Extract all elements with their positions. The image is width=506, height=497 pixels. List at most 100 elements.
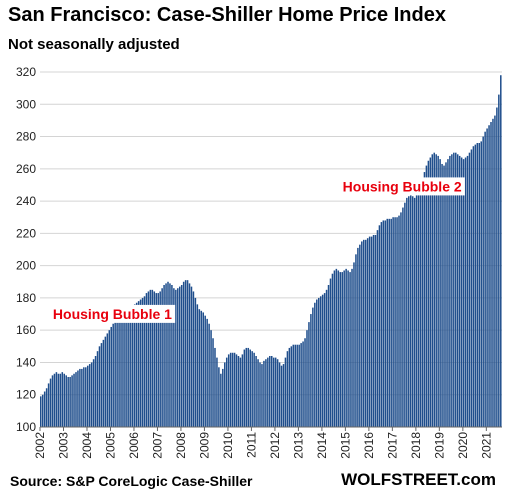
bar <box>261 364 263 427</box>
bar <box>439 159 441 427</box>
bar <box>490 122 492 428</box>
bar <box>98 346 101 427</box>
bar <box>308 322 310 427</box>
x-tick-label: 2015 <box>338 432 352 459</box>
bar <box>488 125 490 427</box>
bar <box>165 283 167 427</box>
bar <box>411 196 414 427</box>
x-tick-label: 2016 <box>362 432 376 459</box>
bar <box>284 357 287 427</box>
bar <box>224 362 226 427</box>
x-tick-label: 2013 <box>291 432 305 459</box>
bar <box>329 278 332 427</box>
y-tick-label: 300 <box>16 97 36 111</box>
bar <box>110 326 112 427</box>
bar <box>394 217 396 427</box>
x-tick-label: 2005 <box>103 432 117 459</box>
bar <box>372 234 375 427</box>
y-tick-label: 280 <box>16 130 36 144</box>
bar <box>288 347 291 427</box>
y-tick-label: 100 <box>16 420 36 434</box>
bar <box>421 178 424 427</box>
bar <box>341 272 343 427</box>
bar <box>347 270 349 427</box>
bar <box>427 160 430 427</box>
bar <box>460 157 463 427</box>
bar <box>106 333 109 427</box>
bar <box>306 330 308 427</box>
bar <box>302 341 304 427</box>
x-tick-label: 2017 <box>385 432 399 459</box>
bar <box>194 297 197 427</box>
annotation-label: Housing Bubble 1 <box>53 306 172 322</box>
bar <box>169 283 171 427</box>
bar <box>208 323 210 427</box>
bar <box>480 141 482 427</box>
price-index-bars <box>40 75 502 428</box>
bar <box>486 128 488 428</box>
bar <box>177 288 179 427</box>
bar <box>124 312 126 427</box>
bar <box>496 107 498 427</box>
bar <box>472 146 475 428</box>
x-tick-label: 2009 <box>197 432 211 459</box>
bar <box>409 194 412 427</box>
bar <box>267 357 269 427</box>
bar <box>192 291 195 427</box>
bar <box>368 236 371 427</box>
bar <box>147 291 150 427</box>
bar <box>366 238 369 427</box>
bar <box>128 309 130 427</box>
bar <box>218 367 220 427</box>
bar <box>429 157 432 427</box>
x-tick-label: 2002 <box>33 432 47 459</box>
bar <box>102 339 105 427</box>
bar <box>451 154 453 428</box>
bar <box>235 354 238 427</box>
bar <box>188 283 191 427</box>
bar <box>417 191 420 427</box>
bar <box>227 354 230 427</box>
y-tick-label: 220 <box>16 226 36 240</box>
bar <box>449 155 451 427</box>
bar <box>392 217 394 427</box>
y-axis-tick-labels: 100 120 140 160 180 200 220 240 260 280 300 320 <box>16 65 36 434</box>
bar <box>178 286 181 427</box>
bar <box>447 159 449 427</box>
bar <box>298 344 300 427</box>
bar <box>229 352 232 427</box>
bar <box>404 202 406 427</box>
bar <box>351 268 353 427</box>
bar <box>317 297 320 427</box>
bar <box>263 360 265 427</box>
bar <box>116 318 118 427</box>
bar <box>470 149 473 427</box>
y-tick-label: 240 <box>16 194 36 208</box>
bar <box>321 294 324 427</box>
bar <box>269 356 271 427</box>
chart-title: San Francisco: Case-Shiller Home Price I… <box>8 4 446 26</box>
bar <box>92 359 95 427</box>
bar <box>349 272 351 427</box>
x-tick-label: 2021 <box>479 432 493 459</box>
bar <box>462 159 465 427</box>
bar <box>130 307 132 427</box>
annotation-label: Housing Bubble 2 <box>343 178 462 194</box>
bar <box>396 217 398 427</box>
bar <box>337 270 340 427</box>
bar <box>398 215 400 427</box>
bar <box>157 293 159 427</box>
bar <box>259 362 261 427</box>
bar <box>41 394 44 427</box>
bar <box>345 268 347 427</box>
bar <box>40 396 42 427</box>
bar <box>43 391 46 427</box>
bar <box>363 239 365 427</box>
bar <box>423 172 426 427</box>
bar <box>202 312 204 427</box>
bar <box>126 310 128 427</box>
bar <box>290 346 293 427</box>
x-tick-label: 2007 <box>150 432 164 459</box>
bar <box>245 347 248 427</box>
bar <box>73 373 75 427</box>
